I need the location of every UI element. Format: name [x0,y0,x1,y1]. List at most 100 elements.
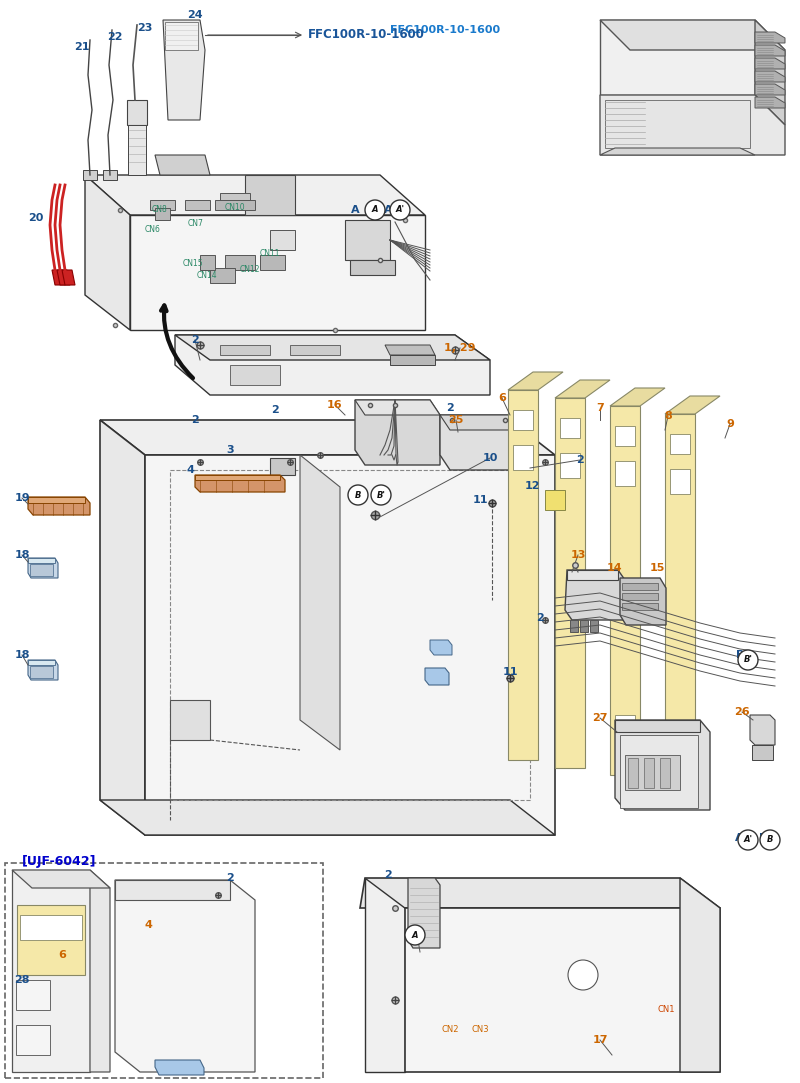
Polygon shape [560,418,580,438]
Text: A': A' [735,833,747,843]
Text: 2: 2 [191,335,199,345]
Polygon shape [600,19,755,95]
Polygon shape [28,497,90,516]
Text: CN7: CN7 [188,220,204,229]
Polygon shape [100,420,555,455]
Polygon shape [755,71,785,82]
Polygon shape [622,603,658,610]
Polygon shape [660,758,670,788]
Polygon shape [570,619,578,632]
Text: 2: 2 [226,873,234,883]
Polygon shape [605,100,750,148]
Text: B': B' [736,650,748,660]
Polygon shape [665,396,720,414]
Text: 7: 7 [596,403,604,413]
Polygon shape [345,220,390,260]
Text: [UJF-6042]: [UJF-6042] [22,856,97,869]
Text: 4: 4 [186,465,194,475]
Polygon shape [52,270,65,285]
Polygon shape [16,1025,50,1055]
Polygon shape [100,420,145,835]
Text: 5: 5 [414,935,422,945]
Polygon shape [350,260,395,275]
Polygon shape [750,715,775,745]
Text: 1, 29: 1, 29 [444,343,476,353]
Polygon shape [195,475,285,492]
Polygon shape [270,458,295,475]
Text: CN6: CN6 [145,225,161,235]
Polygon shape [615,715,635,740]
Polygon shape [195,475,280,480]
Polygon shape [62,270,75,285]
Polygon shape [440,415,520,430]
Polygon shape [567,570,618,580]
Polygon shape [405,908,720,1072]
Polygon shape [145,455,555,835]
Circle shape [365,200,385,220]
Circle shape [390,200,410,220]
Polygon shape [128,125,146,175]
Polygon shape [755,84,785,95]
Polygon shape [115,880,255,1072]
Text: 6: 6 [58,950,66,960]
Text: CN2: CN2 [442,1026,459,1034]
Text: 6: 6 [498,393,506,403]
Polygon shape [545,490,565,510]
Polygon shape [127,100,147,125]
Polygon shape [425,668,449,686]
Text: 22: 22 [107,32,122,42]
Polygon shape [355,400,440,415]
Polygon shape [600,95,785,155]
Circle shape [371,485,391,505]
Text: 17: 17 [592,1035,608,1045]
Text: CN10: CN10 [225,204,246,212]
Polygon shape [163,19,205,120]
Polygon shape [270,230,295,250]
Polygon shape [620,735,698,808]
Text: CN8: CN8 [152,206,168,214]
Text: A: A [412,930,418,939]
Text: B: B [759,833,767,843]
Polygon shape [590,619,598,632]
Polygon shape [365,878,405,1072]
Polygon shape [175,335,490,360]
Text: 2: 2 [446,403,454,413]
Text: A': A' [395,206,405,214]
Polygon shape [390,355,435,365]
Text: 18: 18 [14,550,30,560]
Text: B: B [355,491,361,499]
Polygon shape [555,380,610,397]
Text: 19: 19 [14,493,30,503]
Polygon shape [440,415,520,470]
Text: 15: 15 [650,563,665,573]
Text: 2: 2 [536,613,544,623]
Text: A: A [350,205,359,216]
Text: CN11: CN11 [260,248,281,258]
Polygon shape [755,97,785,108]
Polygon shape [752,745,773,760]
Polygon shape [12,870,90,1072]
Polygon shape [170,700,210,740]
Polygon shape [508,371,563,390]
Polygon shape [385,345,435,355]
Text: 12: 12 [524,481,540,491]
Bar [5,863,323,1078]
Polygon shape [28,497,85,503]
Polygon shape [555,397,585,768]
Text: 20: 20 [28,213,44,223]
Text: 28: 28 [14,975,30,986]
Text: 23: 23 [138,23,153,32]
Polygon shape [185,200,210,210]
Polygon shape [215,200,255,210]
Text: 8: 8 [664,412,672,421]
Polygon shape [615,426,635,446]
Text: A': A' [384,205,396,216]
Text: 18: 18 [14,650,30,660]
Circle shape [738,650,758,670]
Text: B': B' [377,491,386,499]
Polygon shape [625,755,680,790]
Polygon shape [628,758,638,788]
Polygon shape [508,390,538,760]
Text: 2: 2 [384,870,392,880]
Polygon shape [165,22,198,50]
